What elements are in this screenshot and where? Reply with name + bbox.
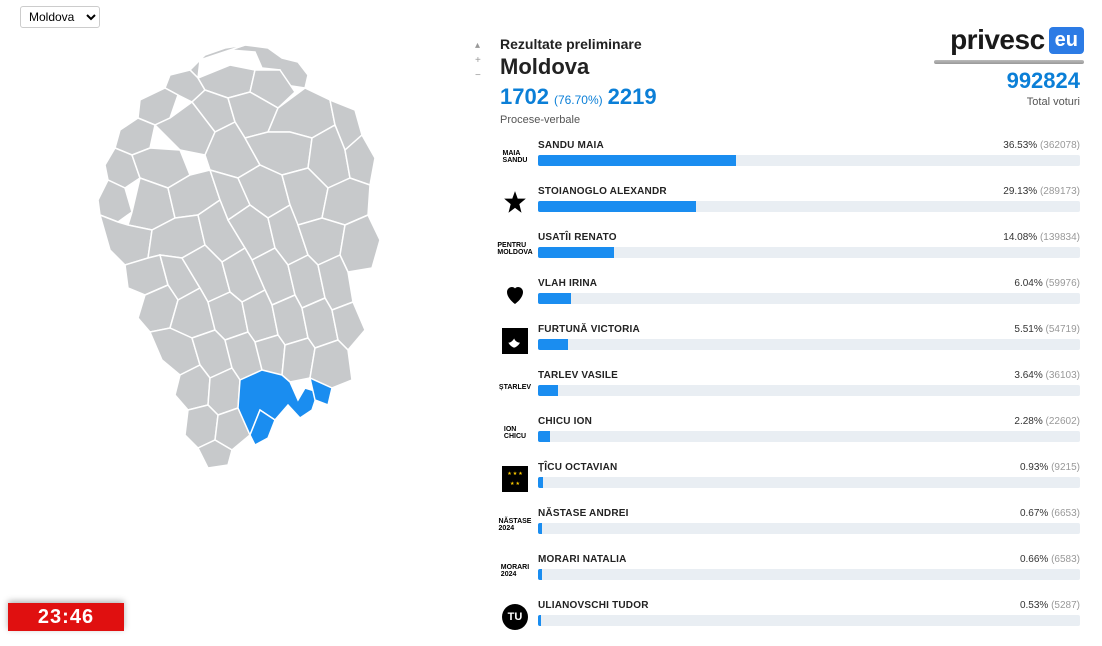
candidate-name: SANDU MAIA [538,140,604,151]
map-zoom-out-icon[interactable]: − [475,70,481,81]
candidate-name: ȚÎCU OCTAVIAN [538,462,617,473]
candidate-bar-fill [538,201,696,212]
candidate-bar-bg [538,615,1080,626]
moldova-map[interactable] [50,40,470,470]
candidate-bar-fill [538,477,543,488]
candidate-logo: PENTRUMOLDOVA [500,232,530,266]
candidate-bar-bg [538,569,1080,580]
candidate-bar-bg [538,339,1080,350]
candidate-stats: 5.51% (54719) [1014,324,1080,335]
candidate-row: ★★★★★ ȚÎCU OCTAVIAN 0.93% (9215) [500,462,1080,496]
candidate-body: FURTUNĂ VICTORIA 5.51% (54719) [538,324,1080,350]
candidate-body: ȚÎCU OCTAVIAN 0.93% (9215) [538,462,1080,488]
candidate-stats: 29.13% (289173) [1003,186,1080,197]
map-up-icon[interactable]: ▴ [475,40,481,51]
candidate-logo: MAIASANDU [500,140,530,174]
candidate-row: NĂSTASE2024 NĂSTASE ANDREI 0.67% (6653) [500,508,1080,542]
candidate-row: MORARI2024 MORARI NATALIA 0.66% (6583) [500,554,1080,588]
candidate-bar-fill [538,293,571,304]
candidate-bar-bg [538,477,1080,488]
candidate-stats: 6.04% (59976) [1014,278,1080,289]
candidate-logo [500,278,530,312]
results-panel: Rezultate preliminare Moldova 1702 (76.7… [500,36,1080,646]
candidate-row: VLAH IRINA 6.04% (59976) [500,278,1080,312]
candidate-bar-bg [538,155,1080,166]
total-votes: 992824 [1007,68,1080,94]
candidate-body: SANDU MAIA 36.53% (362078) [538,140,1080,166]
candidate-body: MORARI NATALIA 0.66% (6583) [538,554,1080,580]
candidate-list: MAIASANDU SANDU MAIA 36.53% (362078) STOIAN… [500,140,1080,634]
candidate-row: PENTRUMOLDOVA USATÎI RENATO 14.08% (139834… [500,232,1080,266]
candidate-name: TARLEV VASILE [538,370,618,381]
candidate-logo: TU [500,600,530,634]
candidate-stats: 14.08% (139834) [1003,232,1080,243]
candidate-bar-fill [538,385,558,396]
candidate-name: CHICU ION [538,416,592,427]
candidate-stats: 0.67% (6653) [1020,508,1080,519]
candidate-logo: ★★★★★ [500,462,530,496]
candidate-stats: 0.93% (9215) [1020,462,1080,473]
candidate-bar-fill [538,247,614,258]
candidate-body: TARLEV VASILE 3.64% (36103) [538,370,1080,396]
candidate-bar-bg [538,385,1080,396]
candidate-bar-fill [538,523,542,534]
candidate-logo: ȘTARLEV [500,370,530,404]
processed-counts: 1702 (76.70%) 2219 [500,84,1080,110]
candidate-row: FURTUNĂ VICTORIA 5.51% (54719) [500,324,1080,358]
map-highlight-region [238,370,332,445]
candidate-row: STOIANOGLO ALEXANDR 29.13% (289173) [500,186,1080,220]
candidate-name: VLAH IRINA [538,278,597,289]
map-controls: ▴ + − [475,40,481,81]
candidate-stats: 0.53% (5287) [1020,600,1080,611]
candidate-body: CHICU ION 2.28% (22602) [538,416,1080,442]
results-header: Rezultate preliminare Moldova 1702 (76.7… [500,36,1080,126]
pv-label: Procese-verbale [500,114,1080,126]
candidate-logo: IONCHICU [500,416,530,450]
candidate-bar-fill [538,569,542,580]
candidate-body: STOIANOGLO ALEXANDR 29.13% (289173) [538,186,1080,212]
candidate-name: FURTUNĂ VICTORIA [538,324,640,335]
candidate-bar-fill [538,339,568,350]
candidate-stats: 3.64% (36103) [1014,370,1080,381]
candidate-bar-bg [538,201,1080,212]
candidate-bar-fill [538,431,550,442]
candidate-name: STOIANOGLO ALEXANDR [538,186,667,197]
candidate-name: ULIANOVSCHI TUDOR [538,600,649,611]
candidate-bar-bg [538,431,1080,442]
candidate-name: USATÎI RENATO [538,232,617,243]
region-select[interactable]: Moldova [20,6,100,28]
processed-pct: (76.70%) [554,93,603,107]
processed-count: 1702 [500,84,549,110]
candidate-logo [500,186,530,220]
results-title: Moldova [500,54,1080,80]
candidate-logo: MORARI2024 [500,554,530,588]
candidate-stats: 2.28% (22602) [1014,416,1080,427]
candidate-stats: 0.66% (6583) [1020,554,1080,565]
candidate-body: NĂSTASE ANDREI 0.67% (6653) [538,508,1080,534]
total-votes-label: Total voturi [1007,96,1080,108]
candidate-bar-bg [538,247,1080,258]
timestamp-badge: 23:46 [8,603,124,631]
candidate-body: VLAH IRINA 6.04% (59976) [538,278,1080,304]
total-sections: 2219 [608,84,657,110]
total-votes-block: 992824 Total voturi [1007,68,1080,108]
candidate-logo [500,324,530,358]
candidate-bar-bg [538,523,1080,534]
candidate-row: TU ULIANOVSCHI TUDOR 0.53% (5287) [500,600,1080,634]
candidate-bar-fill [538,615,541,626]
candidate-row: MAIASANDU SANDU MAIA 36.53% (362078) [500,140,1080,174]
candidate-name: MORARI NATALIA [538,554,627,565]
candidate-bar-fill [538,155,736,166]
candidate-logo: NĂSTASE2024 [500,508,530,542]
candidate-row: ȘTARLEV TARLEV VASILE 3.64% (36103) [500,370,1080,404]
candidate-bar-bg [538,293,1080,304]
candidate-row: IONCHICU CHICU ION 2.28% (22602) [500,416,1080,450]
candidate-stats: 36.53% (362078) [1003,140,1080,151]
moldova-map-svg [50,40,470,470]
map-zoom-in-icon[interactable]: + [475,55,481,66]
candidate-body: USATÎI RENATO 14.08% (139834) [538,232,1080,258]
candidate-body: ULIANOVSCHI TUDOR 0.53% (5287) [538,600,1080,626]
results-subtitle: Rezultate preliminare [500,36,1080,52]
candidate-name: NĂSTASE ANDREI [538,508,629,519]
